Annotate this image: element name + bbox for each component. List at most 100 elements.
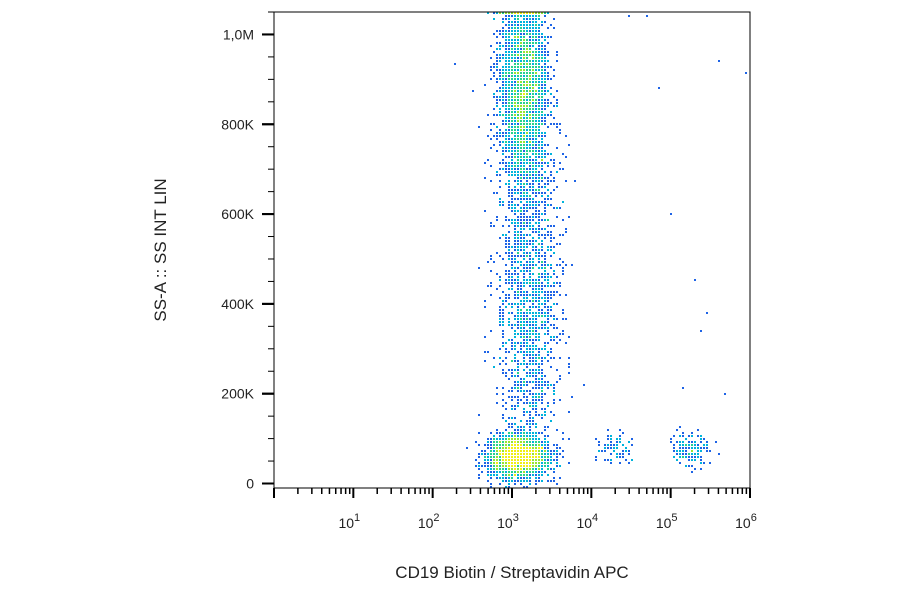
density-point [556,450,558,452]
density-point [514,225,516,227]
density-point [559,264,561,266]
density-point [616,441,618,443]
density-point [520,51,522,53]
density-point [511,171,513,173]
density-point [490,294,492,296]
density-point [544,321,546,323]
density-point [541,468,543,470]
density-point [529,468,531,470]
density-point [529,258,531,260]
density-point [514,114,516,116]
density-point [505,111,507,113]
density-point [526,480,528,482]
density-point [529,306,531,308]
density-point [520,165,522,167]
density-point [544,324,546,326]
density-point [511,474,513,476]
density-point [478,453,480,455]
density-point [544,93,546,95]
density-point [538,399,540,401]
density-point [526,330,528,332]
density-point [508,42,510,44]
density-point [541,264,543,266]
density-point [517,36,519,38]
density-point [700,468,702,470]
density-point [514,39,516,41]
density-point [559,123,561,125]
density-point [520,45,522,47]
density-point [550,348,552,350]
density-point [532,45,534,47]
density-point [685,450,687,452]
density-point [529,132,531,134]
density-point [532,273,534,275]
density-point [529,81,531,83]
density-point [541,432,543,434]
density-point [559,162,561,164]
density-point [538,372,540,374]
density-point [535,402,537,404]
density-point [682,456,684,458]
density-point [514,315,516,317]
density-point [544,114,546,116]
density-point [508,150,510,152]
density-point [511,141,513,143]
density-point [556,381,558,383]
density-point [682,444,684,446]
density-point [499,87,501,89]
density-point [502,303,504,305]
density-point [508,453,510,455]
density-point [556,342,558,344]
density-point [556,459,558,461]
density-point [502,162,504,164]
density-point [529,204,531,206]
density-point [529,441,531,443]
density-point [529,273,531,275]
density-point [523,120,525,122]
x-tick-label: 106 [735,512,757,531]
density-point [526,240,528,242]
density-point [481,465,483,467]
density-point [511,267,513,269]
density-point [517,54,519,56]
density-point [631,459,633,461]
density-point [490,471,492,473]
density-point [550,267,552,269]
density-point [553,252,555,254]
density-point [478,465,480,467]
density-point [523,246,525,248]
density-point [568,363,570,365]
density-point [529,18,531,20]
density-point [523,216,525,218]
density-point [535,384,537,386]
density-point [526,120,528,122]
density-point [514,231,516,233]
density-point [529,363,531,365]
density-point [511,345,513,347]
density-point [535,462,537,464]
density-point [556,102,558,104]
density-point [502,90,504,92]
density-point [607,429,609,431]
density-point [529,405,531,407]
density-point [535,123,537,125]
density-point [532,39,534,41]
density-point [517,123,519,125]
density-point [499,477,501,479]
density-point [553,237,555,239]
density-point [529,195,531,197]
density-point [517,51,519,53]
density-point [538,87,540,89]
density-point [523,255,525,257]
density-point [514,429,516,431]
density-point [538,69,540,71]
density-point [526,384,528,386]
density-point [556,54,558,56]
density-point [520,66,522,68]
density-point [496,126,498,128]
density-point [553,165,555,167]
density-point [520,213,522,215]
density-point [523,210,525,212]
density-point [679,453,681,455]
density-point [682,453,684,455]
